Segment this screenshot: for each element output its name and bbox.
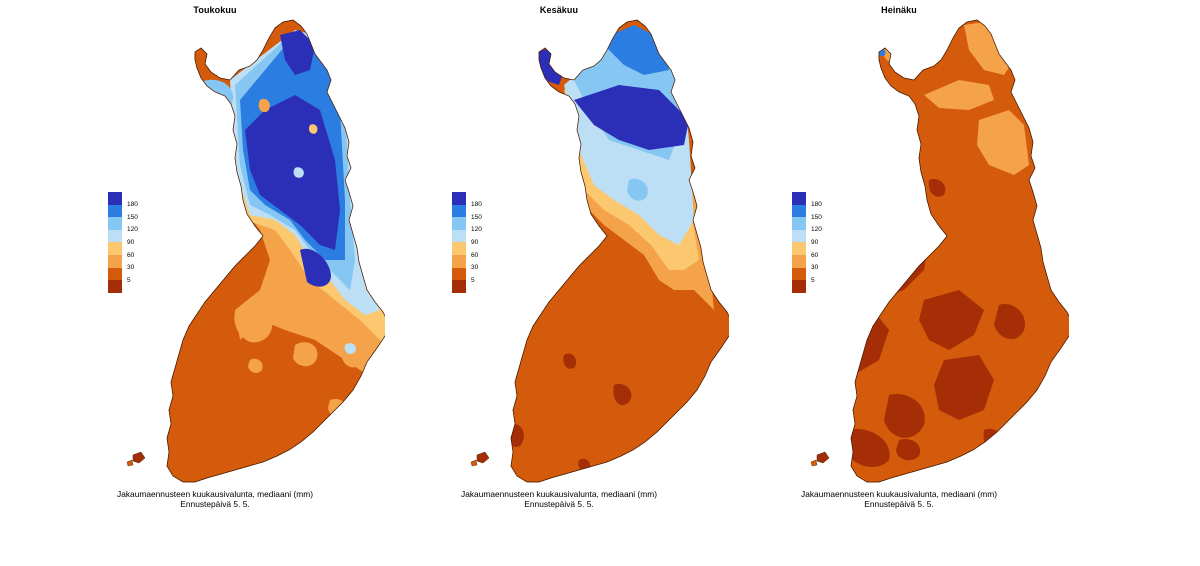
legend-swatch [108,267,122,281]
panel-title: Toukokuu [193,5,237,15]
caption-line-1: Jakaumaennusteen kuukausivalunta, mediaa… [117,489,313,499]
aland-islands [810,451,830,467]
aland-islands [470,451,490,467]
map-panel-kesakuu: Kesäkuu 180 150 120 90 60 30 5 [389,0,729,520]
legend-tick-label: 150 [127,213,138,221]
legend-tick-label: 60 [471,251,479,259]
finland-map [126,19,385,483]
map-panel-heinaku: Heinäku [729,0,1069,520]
legend-swatch [792,242,806,255]
legend-tick-label: 60 [127,251,135,259]
legend-swatch [792,255,806,268]
legend-swatch [452,204,466,218]
legend-swatch [108,255,122,268]
legend-tick-label: 90 [127,238,135,246]
legend-swatch [108,204,122,218]
caption-line-1: Jakaumaennusteen kuukausivalunta, mediaa… [801,489,997,499]
map-caption: Jakaumaennusteen kuukausivalunta, mediaa… [729,489,1069,509]
legend-tick-label: 180 [127,201,138,209]
legend-tick-label: 120 [471,226,482,234]
legend-swatch [792,192,806,205]
legend-tick-label: 180 [471,201,482,209]
legend-swatch [792,280,806,293]
legend-tick-label: 5 [811,276,815,284]
legend-tick-label: 180 [811,201,822,209]
legend-swatch [452,192,466,205]
legend-tick-label: 150 [471,213,482,221]
panel-title: Heinäku [881,5,917,15]
legend-tick-label: 5 [127,276,131,284]
legend-swatch [452,229,466,243]
legend-tick-label: 5 [471,276,475,284]
legend-swatch [792,217,806,230]
legend-tick-label: 150 [811,213,822,221]
legend-swatch [108,242,122,255]
legend-swatch [452,280,466,293]
map-caption: Jakaumaennusteen kuukausivalunta, mediaa… [45,489,385,509]
caption-line-2: Ennustepäivä 5. 5. [180,499,250,509]
finland-map [810,19,1069,483]
legend-swatch [108,192,122,205]
legend-swatch [452,267,466,281]
legend-tick-label: 30 [811,264,819,272]
legend-swatch [108,229,122,243]
legend-swatch [452,242,466,255]
legend-tick-label: 30 [471,264,479,272]
finland-map [470,19,729,483]
legend-swatch [792,229,806,243]
legend-tick-label: 60 [811,251,819,259]
legend-swatch [452,255,466,268]
legend-swatch [792,267,806,281]
legend-swatch [792,204,806,218]
legend-swatch [108,217,122,230]
legend-swatch [108,280,122,293]
legend-tick-label: 120 [811,226,822,234]
panel-title: Kesäkuu [539,5,579,15]
legend-tick-label: 120 [127,226,138,234]
legend-tick-label: 30 [127,264,135,272]
map-panel-toukokuu: Toukokuu [45,0,385,520]
map-caption: Jakaumaennusteen kuukausivalunta, mediaa… [389,489,729,509]
legend-tick-label: 90 [811,238,819,246]
caption-line-1: Jakaumaennusteen kuukausivalunta, mediaa… [461,489,657,499]
aland-islands [126,451,146,467]
caption-line-2: Ennustepäivä 5. 5. [524,499,594,509]
caption-line-2: Ennustepäivä 5. 5. [864,499,934,509]
legend-swatch [452,217,466,230]
legend-tick-label: 90 [471,238,479,246]
